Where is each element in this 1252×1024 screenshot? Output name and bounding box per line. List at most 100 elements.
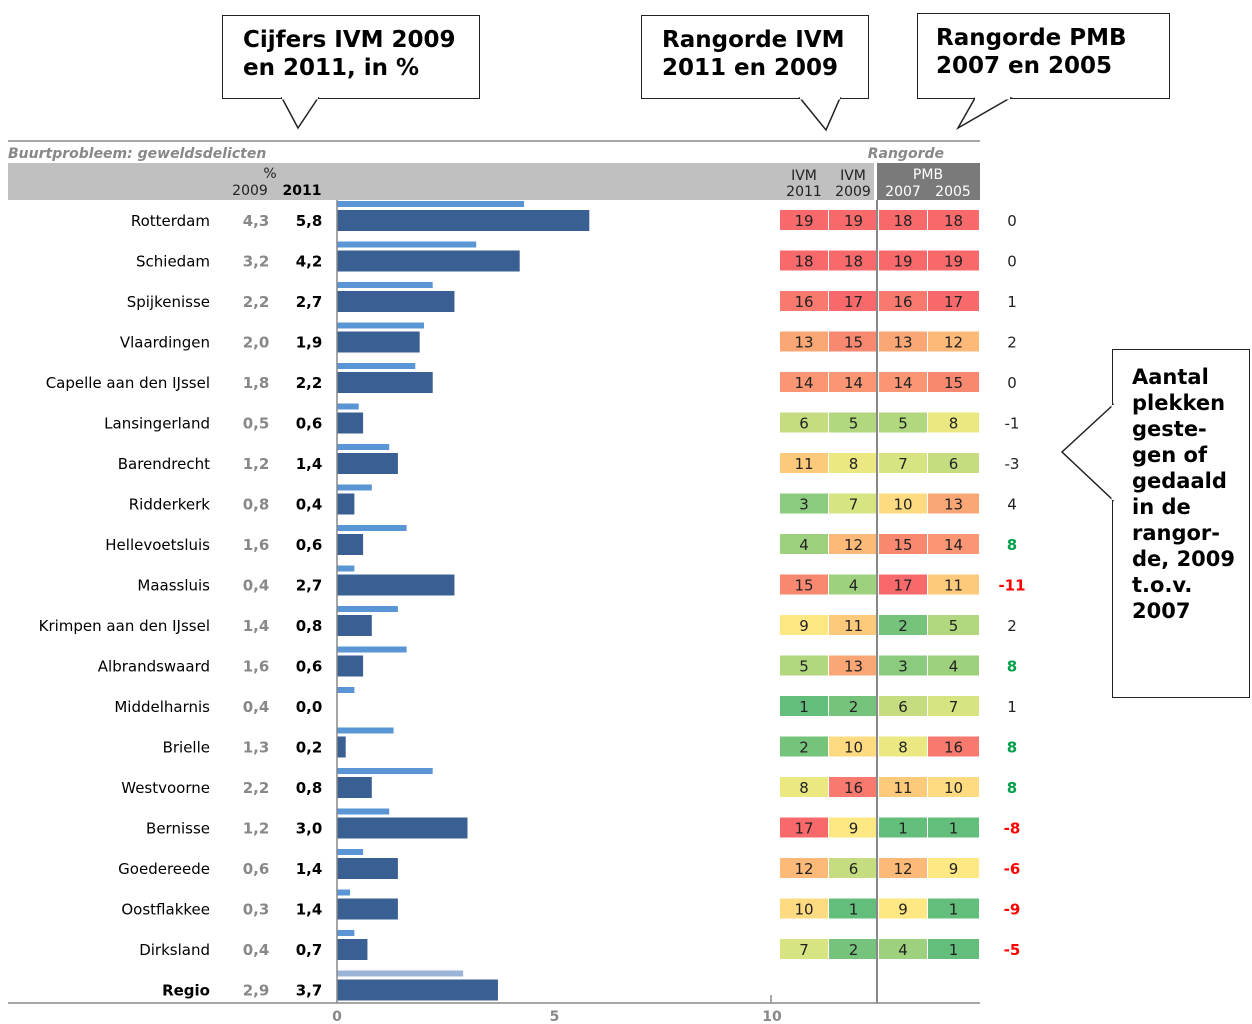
- bar-2009: [337, 849, 364, 855]
- rank-value: 19: [794, 212, 813, 230]
- bar-2009: [337, 606, 398, 612]
- bar-2009: [337, 201, 525, 207]
- rank-cell: [780, 331, 828, 352]
- rank-change: 1: [1007, 293, 1017, 311]
- rank-cell: [928, 574, 979, 595]
- rank-cell: [780, 574, 828, 595]
- bar-2009: [337, 889, 351, 896]
- bar-2011: [337, 858, 398, 879]
- bar-2011: [337, 655, 364, 677]
- rank-change: 8: [1007, 536, 1017, 554]
- rank-value: 3: [799, 496, 809, 514]
- x-tick-label: 5: [550, 1009, 560, 1024]
- rank-cell: [780, 453, 828, 473]
- rank-cell: [928, 453, 979, 473]
- rank-value: 18: [794, 253, 813, 271]
- callout-change-pointer: [1060, 403, 1114, 502]
- chart-title: Buurtprobleem: geweldsdelicten: [8, 146, 266, 162]
- rank-cell: [928, 331, 979, 352]
- rank-value: 2: [898, 617, 908, 635]
- rank-value: 4: [898, 941, 908, 959]
- rank-value: 7: [898, 455, 908, 473]
- rank-cell: [780, 412, 828, 433]
- rank-value: 17: [893, 577, 912, 595]
- bar-2009: [337, 403, 359, 410]
- value-2009: 2,2: [243, 779, 270, 797]
- rank-cell: [928, 696, 979, 716]
- bar-2011: [337, 250, 520, 272]
- value-2011: 0,8: [296, 779, 323, 797]
- rank-cell: [780, 291, 828, 311]
- rank-change: -5: [1004, 941, 1021, 959]
- callout-rank-pmb-text: Rangorde PMB 2007 en 2005: [936, 25, 1127, 79]
- header-band: [8, 163, 874, 200]
- bar-2011: [337, 412, 364, 434]
- value-2011: 2,2: [296, 374, 323, 392]
- rank-change: 1: [1007, 698, 1017, 716]
- rank-value: 14: [844, 374, 863, 392]
- rank-cell: [829, 736, 878, 757]
- rank-cell: [829, 898, 878, 919]
- rank-cell: [829, 777, 878, 797]
- rank-value: 13: [944, 496, 963, 514]
- rank-cell: [879, 817, 927, 838]
- row-label: Vlaardingen: [120, 334, 210, 352]
- rank-value: 19: [944, 253, 963, 271]
- value-2011: 0,7: [296, 941, 323, 959]
- row-label: Ridderkerk: [129, 496, 211, 514]
- rank-ivm2011-bot: 2011: [786, 184, 822, 200]
- rank-cell: [928, 939, 979, 959]
- rank-value: 17: [944, 293, 963, 311]
- rank-cell: [928, 615, 979, 635]
- bar-2009: [337, 687, 355, 693]
- bar-2011: [337, 979, 498, 1001]
- rank-change: 8: [1007, 658, 1017, 676]
- callout-rank-ivm: Rangorde IVM 2011 en 2009: [641, 15, 869, 99]
- value-2011: 0,6: [296, 658, 323, 676]
- value-2011: 0,8: [296, 617, 323, 635]
- bar-2011: [337, 898, 398, 920]
- rank-cell: [879, 696, 927, 716]
- rank-cell: [879, 331, 927, 352]
- rank-value: 12: [944, 334, 963, 352]
- row-label: Dirksland: [139, 941, 210, 959]
- rank-cell: [879, 250, 927, 271]
- rank-pmb2007: 2007: [885, 184, 921, 200]
- value-2009: 2,9: [243, 982, 270, 1000]
- row-label: Middelharnis: [114, 698, 210, 716]
- rank-cell: [829, 615, 878, 635]
- rank-value: 9: [799, 617, 809, 635]
- value-2009: 0,5: [243, 415, 270, 433]
- rank-value: 14: [893, 374, 912, 392]
- rank-cell: [780, 655, 828, 676]
- rank-cell: [780, 493, 828, 514]
- rank-value: 1: [898, 820, 908, 838]
- row-label: Barendrecht: [118, 455, 210, 473]
- row-label: Brielle: [163, 739, 210, 757]
- rank-cell: [829, 372, 878, 392]
- rank-value: 16: [844, 779, 863, 797]
- value-2009: 1,8: [243, 374, 270, 392]
- rank-change: 2: [1007, 617, 1017, 635]
- rank-value: 12: [893, 860, 912, 878]
- rank-cell: [829, 493, 878, 514]
- col-2009-header: 2009: [232, 183, 268, 199]
- rank-cell: [829, 574, 878, 595]
- bar-2011: [337, 372, 433, 393]
- rank-change: 8: [1007, 739, 1017, 757]
- rank-value: 9: [898, 901, 908, 919]
- rank-cell: [879, 898, 927, 919]
- rank-cell: [928, 736, 979, 757]
- rank-cell: [928, 210, 979, 230]
- rank-value: 15: [844, 334, 863, 352]
- rank-cell: [829, 655, 878, 676]
- rank-change: -9: [1004, 901, 1021, 919]
- rank-change: -6: [1004, 860, 1021, 878]
- rank-value: 6: [898, 698, 908, 716]
- value-2009: 3,2: [243, 253, 270, 271]
- rank-cell: [879, 655, 927, 676]
- rank-cell: [879, 493, 927, 514]
- rank-value: 4: [799, 536, 809, 554]
- row-label: Bernisse: [146, 820, 210, 838]
- rank-cell: [879, 574, 927, 595]
